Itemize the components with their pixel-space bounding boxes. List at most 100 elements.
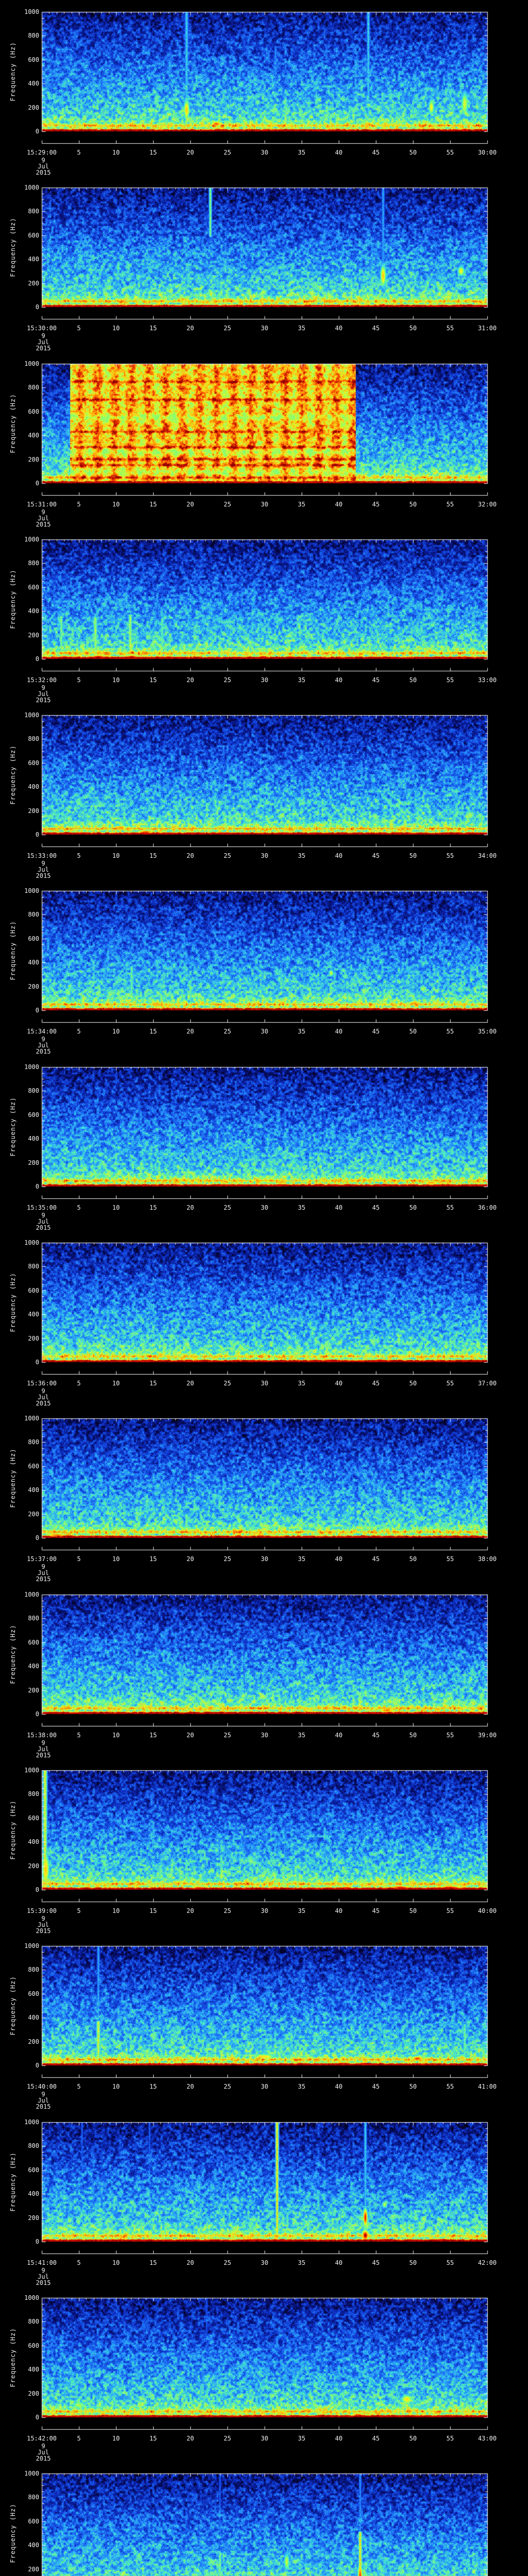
y-tick-label: 1000	[24, 2470, 39, 2477]
x-tick-label: 55	[446, 1732, 454, 1739]
x-tick-label: 10	[112, 501, 120, 508]
x-tick-label: 30	[260, 2259, 269, 2266]
x-axis-date-line: 9	[41, 509, 45, 516]
x-tick-label: 55	[446, 501, 454, 508]
x-tick-label: 55	[446, 2259, 454, 2266]
x-axis-date-line: 2015	[36, 1048, 51, 1055]
x-tick-label: 20	[186, 2435, 194, 2442]
x-axis-date-line: 9	[41, 684, 45, 691]
y-tick-label: 0	[35, 2062, 39, 2069]
y-tick-label: 800	[28, 1615, 39, 1622]
x-tick-label: 40	[335, 1204, 343, 1211]
x-tick-label: 25	[223, 1204, 232, 1211]
x-tick-label: 45	[372, 2083, 380, 2090]
y-tick-label: 800	[28, 2142, 39, 2150]
x-axis-date-line: 2015	[36, 345, 51, 352]
x-tick-label: 5	[77, 1028, 81, 1035]
x-tick-label: 55	[446, 1204, 454, 1211]
x-tick-label: 50	[409, 149, 417, 156]
x-axis-date-line: 2015	[36, 521, 51, 528]
y-tick-label: 1000	[24, 360, 39, 367]
y-tick-label: 0	[35, 1534, 39, 1541]
x-tick-label: 20	[186, 1555, 194, 1563]
spectrogram-panel-15-34-00: Frequency (Hz) 15:34:00 35:00 0 200 400 600…	[0, 879, 528, 1055]
y-tick-label: 600	[28, 1286, 39, 1294]
y-tick-label: 1000	[24, 887, 39, 894]
x-tick-label: 50	[409, 325, 417, 332]
y-tick-label: 800	[28, 735, 39, 743]
y-tick-label: 0	[35, 128, 39, 135]
x-tick-label: 35	[298, 1555, 306, 1563]
x-axis-date-line: Jul	[38, 163, 49, 170]
x-tick-label: 50	[409, 1907, 417, 1914]
y-tick-label: 200	[28, 1159, 39, 1166]
x-tick-label: 30	[260, 2083, 269, 2090]
spectrogram-panel-15-41-00: Frequency (Hz) 15:41:00 42:00 0 200 400 600…	[0, 2110, 528, 2286]
x-axis-date-line: 9	[41, 1036, 45, 1043]
y-tick-label: 800	[28, 1438, 39, 1446]
x-tick-label: 20	[186, 325, 194, 332]
x-tick-label: 10	[112, 1204, 120, 1211]
spectrogram-panel-15-42-00: Frequency (Hz) 15:42:00 43:00 0 200 400 600…	[0, 2286, 528, 2462]
y-tick-label: 400	[28, 783, 39, 791]
x-axis-date-line: Jul	[38, 1569, 49, 1577]
spectrogram-canvas	[0, 1583, 528, 1759]
x-tick-label: 15	[149, 149, 157, 156]
y-tick-label: 400	[28, 2366, 39, 2374]
x-axis-start-time: 15:42:00	[27, 2435, 57, 2442]
x-axis-date-line: 2015	[36, 2279, 51, 2286]
y-tick-label: 400	[28, 2014, 39, 2022]
x-tick-label: 55	[446, 149, 454, 156]
spectrogram-canvas	[0, 0, 528, 176]
x-axis-end-time: 38:00	[477, 1555, 497, 1563]
x-axis-date-line: Jul	[38, 1394, 49, 1401]
x-tick-label: 10	[112, 2259, 120, 2266]
x-tick-label: 5	[77, 1732, 81, 1739]
x-tick-label: 55	[446, 1028, 454, 1035]
x-axis-date-line: 9	[41, 1212, 45, 1219]
x-tick-label: 45	[372, 2435, 380, 2442]
x-tick-label: 55	[446, 2435, 454, 2442]
x-tick-label: 25	[223, 2083, 232, 2090]
x-axis-start-time: 15:31:00	[27, 501, 57, 508]
x-tick-label: 5	[77, 852, 81, 859]
x-tick-label: 35	[298, 1204, 306, 1211]
y-tick-label: 1000	[24, 184, 39, 191]
x-tick-label: 25	[223, 1907, 232, 1914]
y-tick-label: 800	[28, 560, 39, 567]
x-tick-label: 45	[372, 1028, 380, 1035]
x-tick-label: 10	[112, 1555, 120, 1563]
x-tick-label: 40	[335, 1907, 343, 1914]
x-tick-label: 5	[77, 676, 81, 684]
x-tick-label: 20	[186, 676, 194, 684]
x-tick-label: 20	[186, 1380, 194, 1387]
x-tick-label: 30	[260, 852, 269, 859]
spectrogram-panel-15-31-00: Frequency (Hz) 15:31:00 32:00 0 200 400 600…	[0, 352, 528, 528]
x-tick-label: 30	[260, 1907, 269, 1914]
y-tick-label: 800	[28, 1087, 39, 1095]
y-tick-label: 1000	[24, 711, 39, 719]
y-tick-label: 0	[35, 1183, 39, 1190]
x-tick-label: 20	[186, 149, 194, 156]
spectrogram-canvas	[0, 1055, 528, 1231]
x-tick-label: 45	[372, 2259, 380, 2266]
x-tick-label: 45	[372, 1380, 380, 1387]
y-tick-label: 200	[28, 279, 39, 287]
spectrogram-canvas	[0, 352, 528, 528]
y-tick-label: 1000	[24, 1415, 39, 1422]
y-axis-title: Frequency (Hz)	[9, 1624, 16, 1684]
y-tick-label: 600	[28, 1638, 39, 1646]
x-axis-date-line: Jul	[38, 338, 49, 346]
x-tick-label: 50	[409, 1204, 417, 1211]
x-tick-label: 30	[260, 1732, 269, 1739]
y-axis-title: Frequency (Hz)	[9, 1273, 16, 1332]
x-tick-label: 5	[77, 1555, 81, 1563]
x-tick-label: 50	[409, 1028, 417, 1035]
x-tick-label: 35	[298, 676, 306, 684]
x-tick-label: 35	[298, 2435, 306, 2442]
x-tick-label: 55	[446, 1555, 454, 1563]
x-axis-start-time: 15:32:00	[27, 676, 57, 684]
y-tick-label: 800	[28, 208, 39, 215]
x-tick-label: 5	[77, 1380, 81, 1387]
x-tick-label: 30	[260, 325, 269, 332]
